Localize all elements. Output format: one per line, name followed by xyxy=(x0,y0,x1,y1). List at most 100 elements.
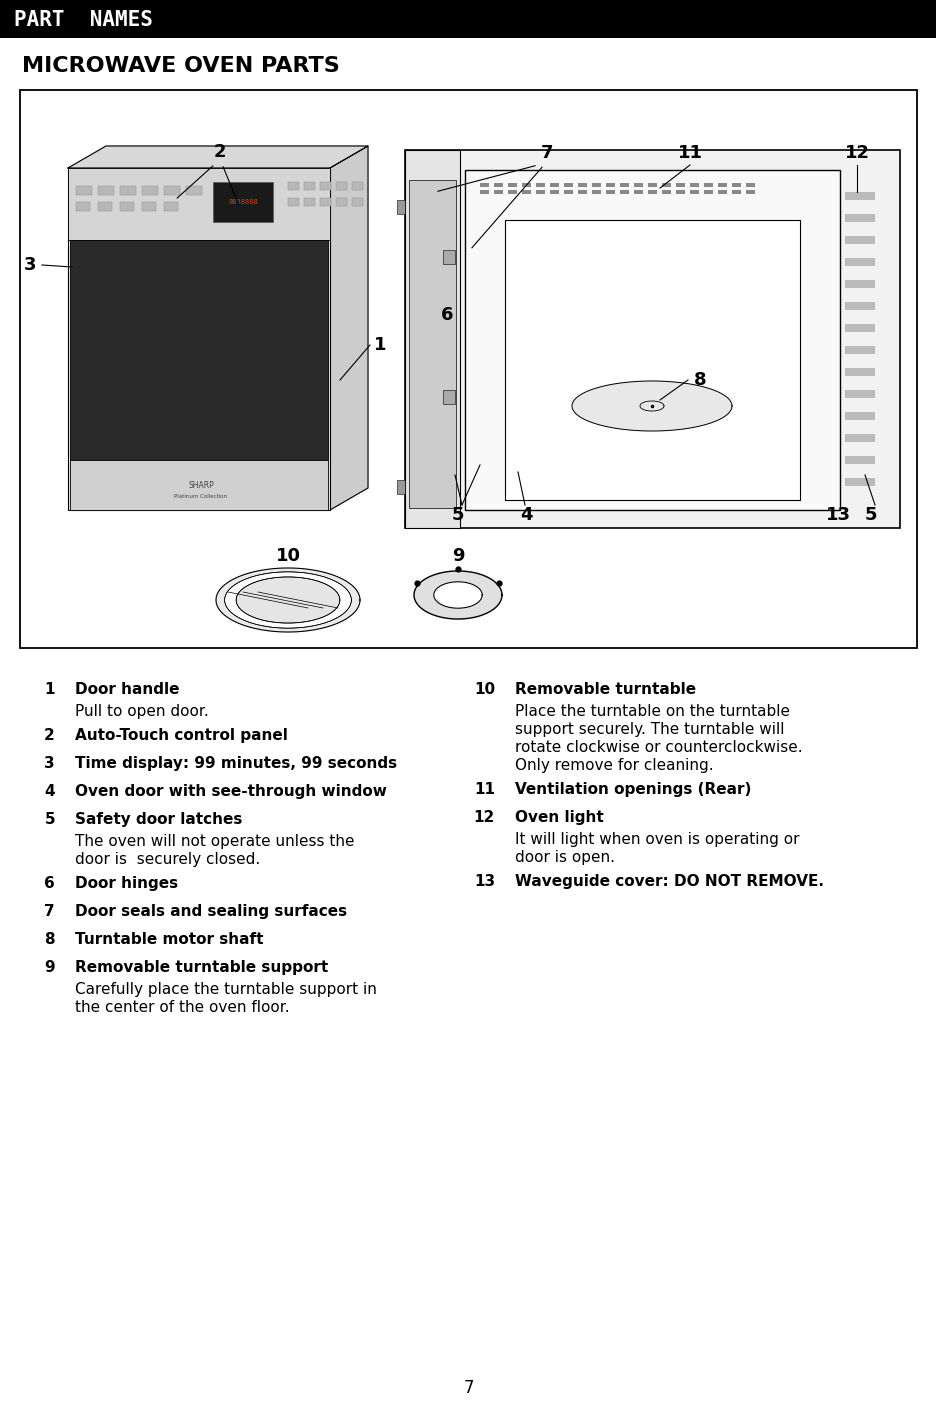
Bar xyxy=(464,170,839,510)
Bar xyxy=(675,182,684,187)
Bar xyxy=(493,182,503,187)
Text: 8888888: 8888888 xyxy=(227,199,257,205)
Bar xyxy=(731,189,740,194)
Polygon shape xyxy=(329,146,368,510)
Text: Ventilation openings (Rear): Ventilation openings (Rear) xyxy=(515,782,751,797)
Bar xyxy=(844,303,874,310)
Text: It will light when oven is operating or: It will light when oven is operating or xyxy=(515,831,798,847)
Bar xyxy=(287,182,299,189)
Bar xyxy=(844,455,874,464)
Bar xyxy=(844,411,874,420)
Text: 3: 3 xyxy=(23,256,37,274)
Bar xyxy=(844,390,874,397)
Polygon shape xyxy=(68,146,368,168)
Text: 2: 2 xyxy=(44,728,55,742)
Text: 4: 4 xyxy=(44,783,55,799)
Bar xyxy=(620,182,628,187)
Bar xyxy=(397,199,404,214)
Text: 6: 6 xyxy=(44,877,55,891)
Bar xyxy=(0,0,936,38)
Bar xyxy=(320,182,330,189)
Text: Only remove for cleaning.: Only remove for cleaning. xyxy=(515,758,713,773)
Bar xyxy=(703,189,712,194)
Bar xyxy=(120,187,136,195)
Bar xyxy=(320,198,330,206)
Bar xyxy=(634,189,642,194)
Bar xyxy=(648,189,656,194)
Text: 6: 6 xyxy=(440,305,453,324)
Bar xyxy=(535,182,545,187)
Text: 12: 12 xyxy=(843,144,869,163)
Bar xyxy=(606,189,614,194)
Bar xyxy=(606,182,614,187)
Bar xyxy=(563,189,573,194)
Text: 5: 5 xyxy=(44,812,55,827)
Bar xyxy=(689,189,698,194)
Bar xyxy=(521,189,531,194)
Bar xyxy=(563,182,573,187)
Text: 10: 10 xyxy=(275,547,300,566)
Bar xyxy=(404,150,460,527)
Bar xyxy=(844,434,874,443)
Bar xyxy=(120,202,134,211)
Bar xyxy=(731,182,740,187)
Bar xyxy=(535,189,545,194)
Text: 9: 9 xyxy=(451,547,463,566)
Bar xyxy=(592,189,600,194)
Bar xyxy=(142,187,158,195)
Text: 12: 12 xyxy=(474,810,494,824)
Bar xyxy=(662,182,670,187)
Bar xyxy=(844,192,874,199)
Bar xyxy=(507,189,517,194)
Bar xyxy=(397,479,404,493)
Bar xyxy=(164,202,178,211)
Bar xyxy=(443,390,455,404)
Bar xyxy=(549,182,559,187)
Text: 7: 7 xyxy=(540,144,552,163)
Bar xyxy=(592,182,600,187)
Bar xyxy=(844,478,874,486)
Bar xyxy=(142,202,155,211)
Bar xyxy=(844,214,874,222)
Bar xyxy=(98,187,114,195)
Polygon shape xyxy=(225,571,351,628)
Text: Auto-Touch control panel: Auto-Touch control panel xyxy=(75,728,287,742)
Polygon shape xyxy=(216,568,359,632)
Text: Turntable motor shaft: Turntable motor shaft xyxy=(75,932,263,947)
Bar xyxy=(68,168,329,240)
Text: Removable turntable: Removable turntable xyxy=(515,682,695,697)
Text: Carefully place the turntable support in: Carefully place the turntable support in xyxy=(75,981,376,997)
Bar xyxy=(634,182,642,187)
Bar xyxy=(844,346,874,354)
Bar xyxy=(745,189,754,194)
Text: Oven door with see-through window: Oven door with see-through window xyxy=(75,783,387,799)
Text: door is open.: door is open. xyxy=(515,850,614,865)
Bar xyxy=(648,182,656,187)
Text: door is  securely closed.: door is securely closed. xyxy=(75,853,260,867)
Text: Pull to open door.: Pull to open door. xyxy=(75,704,209,718)
Text: 11: 11 xyxy=(474,782,494,797)
Bar xyxy=(505,221,799,501)
Text: 9: 9 xyxy=(44,960,55,976)
Text: 5: 5 xyxy=(451,506,463,525)
Bar xyxy=(493,189,503,194)
Bar xyxy=(303,182,314,189)
Bar xyxy=(479,182,489,187)
Text: 7: 7 xyxy=(462,1379,474,1397)
Bar xyxy=(70,240,328,460)
Bar xyxy=(352,182,362,189)
Text: 3: 3 xyxy=(44,756,55,771)
Text: The oven will not operate unless the: The oven will not operate unless the xyxy=(75,834,354,848)
Bar xyxy=(717,182,726,187)
Bar xyxy=(703,182,712,187)
Bar xyxy=(68,168,329,510)
Polygon shape xyxy=(414,571,502,619)
Text: SHARP: SHARP xyxy=(188,481,213,489)
Text: 2: 2 xyxy=(213,143,226,161)
Bar xyxy=(164,187,180,195)
Bar xyxy=(186,187,202,195)
Bar xyxy=(745,182,754,187)
Text: 4: 4 xyxy=(519,506,532,525)
Text: Waveguide cover: DO NOT REMOVE.: Waveguide cover: DO NOT REMOVE. xyxy=(515,874,823,889)
Bar xyxy=(662,189,670,194)
